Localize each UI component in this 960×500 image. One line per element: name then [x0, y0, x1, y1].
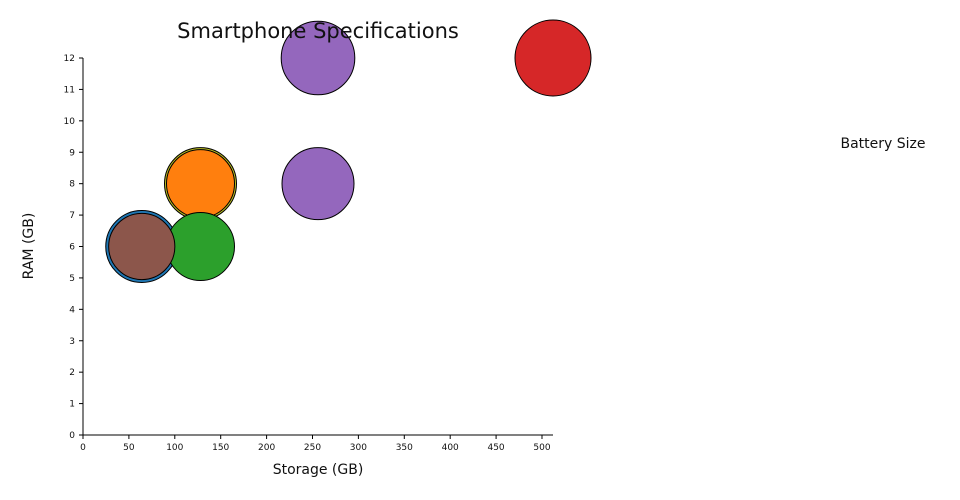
bubbles-layer: [105, 19, 592, 283]
data-point[interactable]: [281, 147, 355, 221]
chart-title: Smartphone Specifications: [177, 19, 459, 43]
y-tick-label: 11: [64, 85, 75, 95]
y-axis-title: RAM (GB): [21, 213, 37, 280]
y-tick-label: 10: [64, 117, 76, 127]
x-tick-label: 0: [80, 443, 86, 453]
x-tick-label: 250: [304, 443, 321, 453]
data-point[interactable]: [514, 19, 592, 97]
y-tick-label: 6: [69, 243, 75, 253]
x-tick-label: 150: [212, 443, 229, 453]
y-tick-label: 5: [69, 274, 75, 284]
data-point[interactable]: [166, 149, 235, 219]
y-tick-label: 0: [69, 431, 75, 441]
x-tick-label: 100: [166, 443, 183, 453]
y-tick-label: 1: [69, 400, 75, 410]
y-tick-label: 9: [69, 148, 75, 158]
x-tick-label: 350: [396, 443, 413, 453]
x-tick-label: 500: [533, 443, 550, 453]
x-tick-label: 400: [442, 443, 459, 453]
y-tick-label: 4: [69, 305, 75, 315]
x-tick-label: 450: [487, 443, 504, 453]
x-axis: 0 50 100 150 200 250 300 350 400 450 500: [80, 434, 553, 453]
x-tick-label: 200: [258, 443, 275, 453]
x-tick-label: 300: [350, 443, 367, 453]
data-point[interactable]: [108, 212, 176, 281]
y-tick-label: 2: [69, 368, 75, 378]
y-tick-label: 12: [64, 54, 75, 64]
legend-title: Battery Size: [840, 136, 925, 152]
x-axis-title: Storage (GB): [273, 462, 364, 478]
y-tick-label: 3: [69, 337, 75, 347]
x-tick-label: 50: [123, 443, 135, 453]
y-tick-label: 8: [69, 180, 75, 190]
y-tick-label: 7: [69, 211, 75, 221]
data-point[interactable]: [280, 20, 356, 96]
data-point[interactable]: [166, 212, 235, 281]
